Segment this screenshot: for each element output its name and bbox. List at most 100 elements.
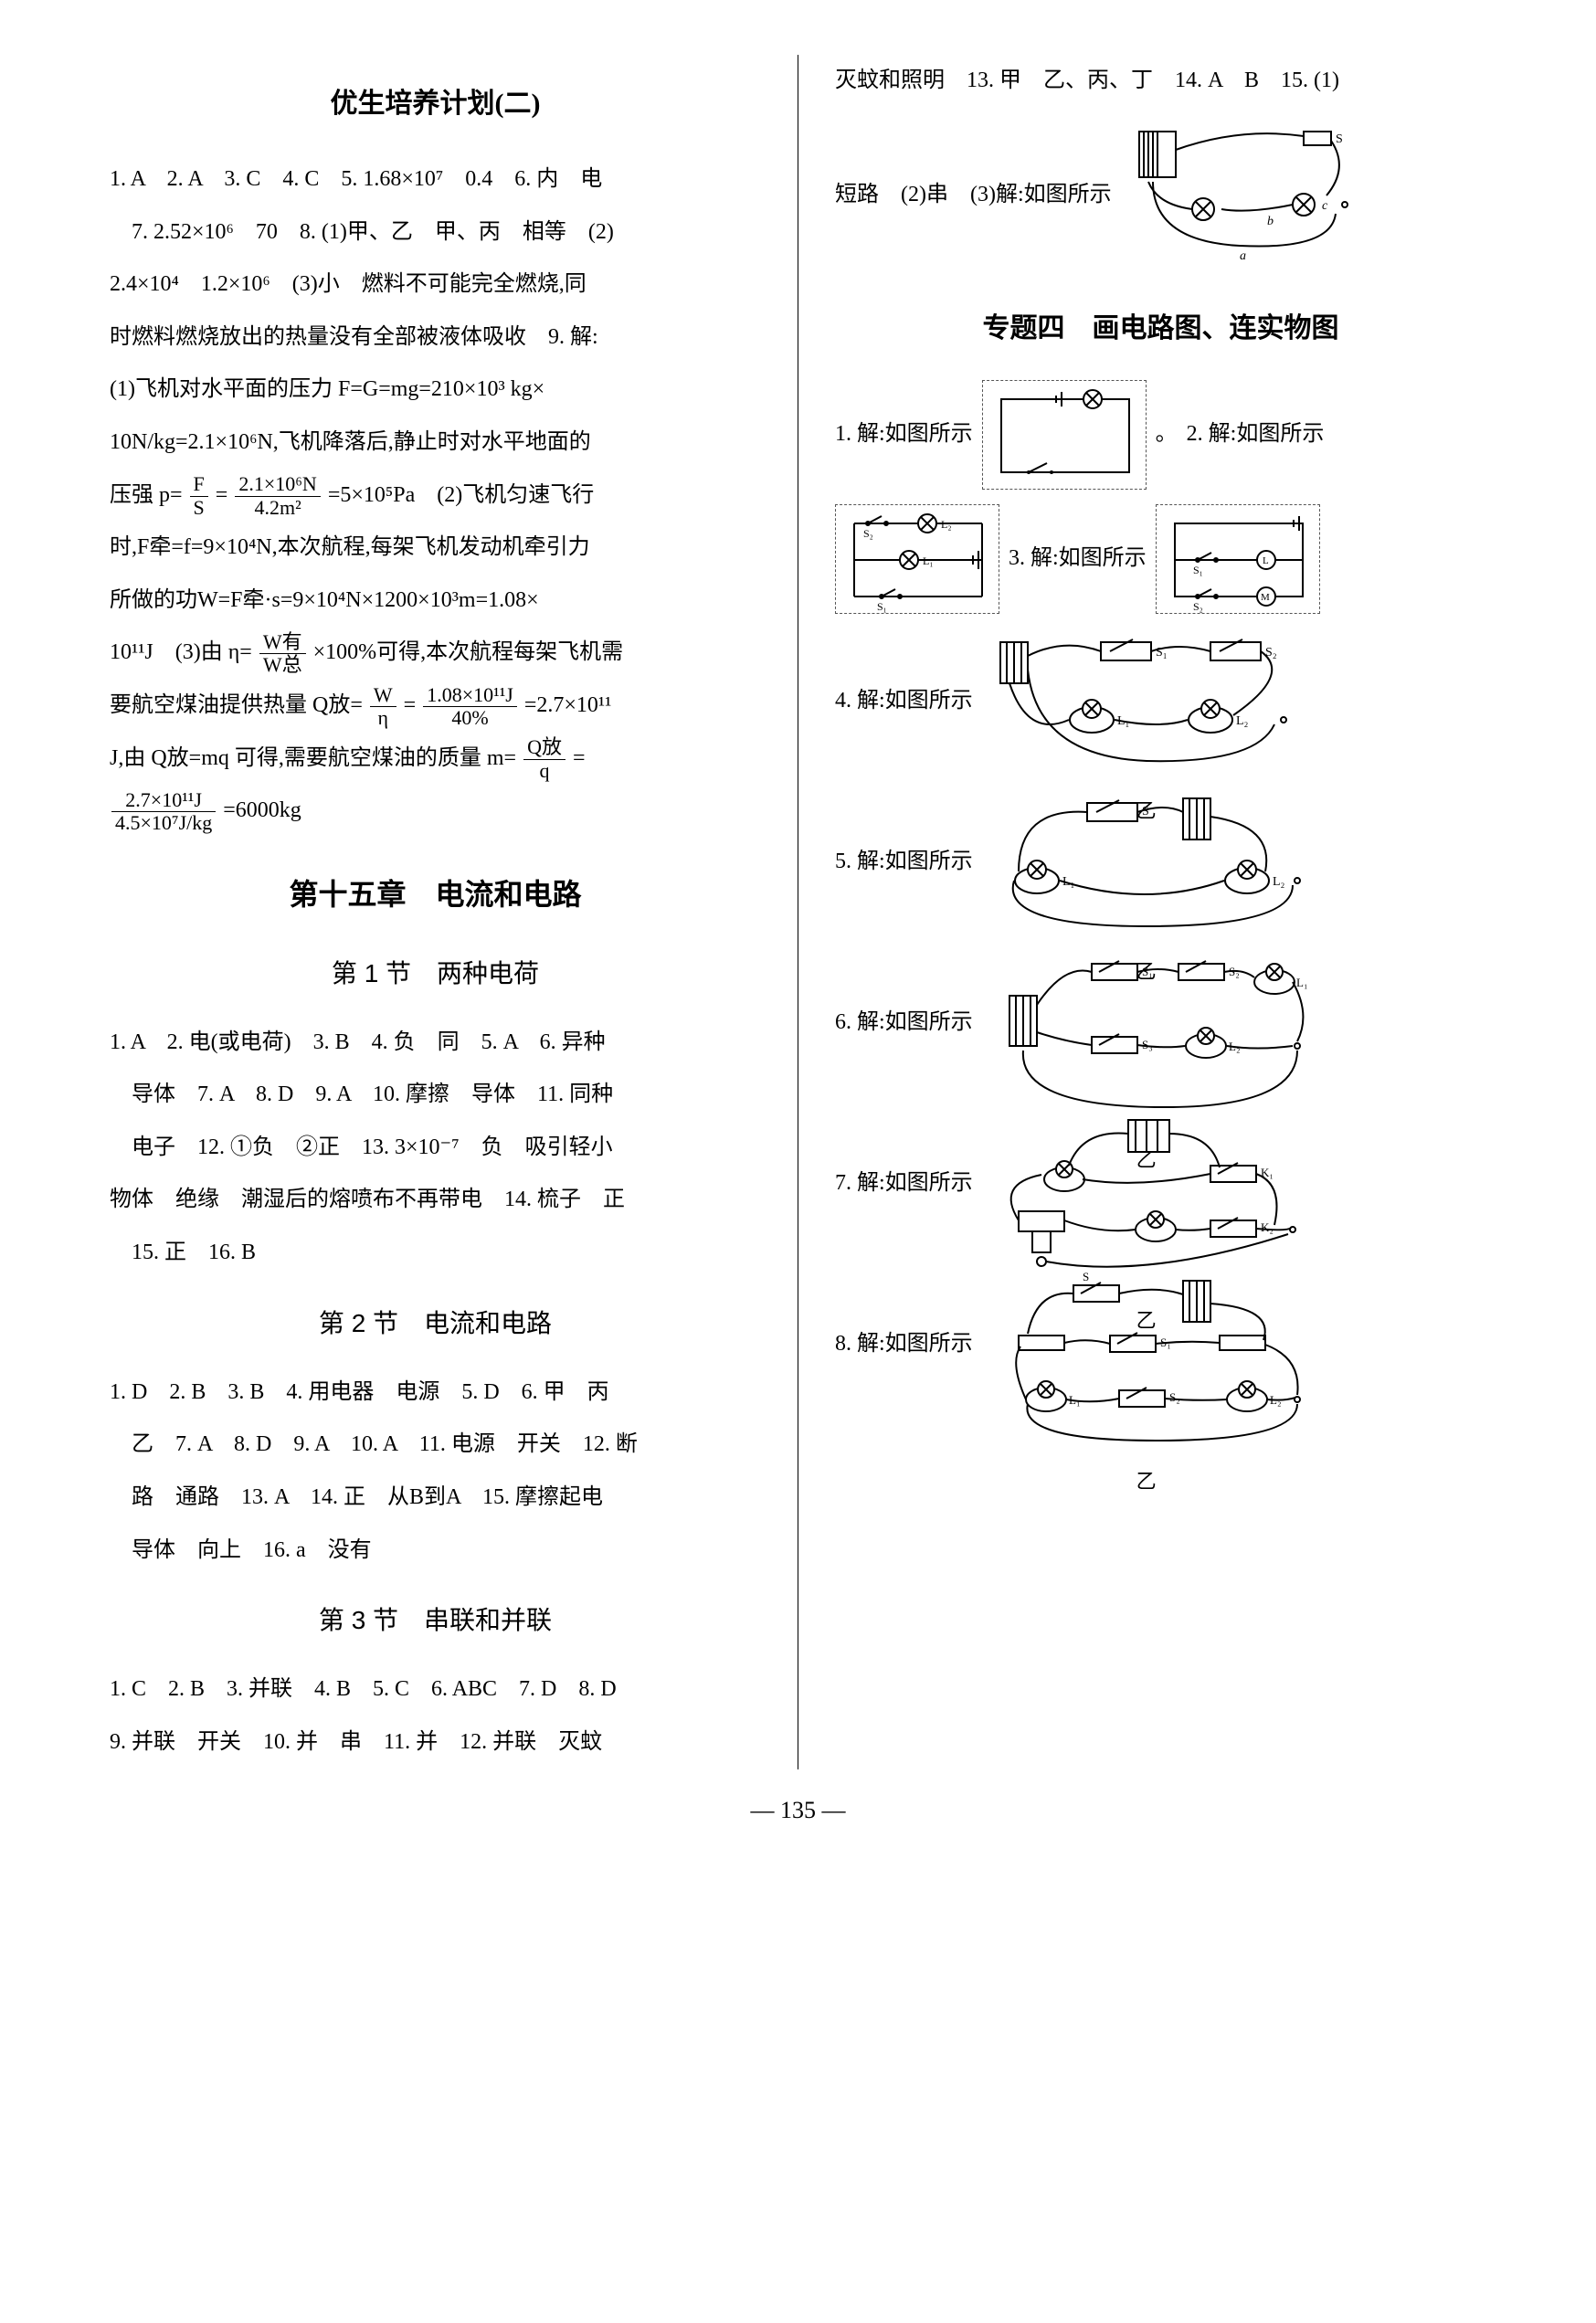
svg-text:S₁: S₁	[1142, 965, 1153, 978]
final-line: 2.7×10¹¹J 4.5×10⁷J/kg =6000kg	[110, 785, 761, 838]
wiring-svg-icon: K₁ K₂	[982, 1111, 1311, 1293]
text-prefix: 压强 p=	[110, 483, 183, 507]
page-number-value: 135	[780, 1797, 816, 1823]
circuit-pic-15: S c b a	[1121, 122, 1358, 269]
frac-num: F	[190, 473, 208, 496]
sec1-line: 导体 7. A 8. D 9. A 10. 摩擦 导体 11. 同种	[110, 1069, 761, 1122]
fraction: 1.08×10¹¹J 40%	[423, 684, 517, 729]
fig-row-2-3: S₂ L₂ L₁ S₁ 3. 解:如图所示	[835, 504, 1486, 614]
svg-text:S₁: S₁	[877, 600, 887, 613]
svg-text:L₂: L₂	[941, 518, 952, 531]
text-prefix: 10¹¹J (3)由 η=	[110, 640, 252, 664]
plan-line: (1)飞机对水平面的压力 F=G=mg=210×10³ kg×	[110, 364, 761, 417]
text-suffix: ×100%可得,本次航程每架飞机需	[313, 640, 624, 664]
svg-text:S₁: S₁	[1193, 564, 1203, 576]
schematic-svg-icon	[983, 381, 1147, 491]
svg-text:L: L	[1263, 555, 1269, 566]
chapter-title: 第十五章 电流和电路	[110, 860, 761, 930]
page-number: — 135 —	[110, 1797, 1486, 1824]
svg-text:S: S	[1142, 805, 1149, 818]
wiring-svg-icon: S₁ S₂ L₁ S₃ L₂	[982, 950, 1311, 1133]
svg-text:b: b	[1267, 215, 1274, 228]
sec2-line: 导体 向上 16. a 没有	[110, 1525, 761, 1578]
wiring-svg-icon: S L₁ L₂	[982, 789, 1311, 945]
plan-line: 2.4×10⁴ 1.2×10⁶ (3)小 燃料不可能完全燃烧,同	[110, 259, 761, 311]
frac-den: 4.2m²	[235, 497, 320, 519]
ans5-label: 5. 解:如图所示	[835, 836, 973, 889]
sec2-line: 1. D 2. B 3. B 4. 用电器 电源 5. D 6. 甲 丙	[110, 1367, 761, 1420]
svg-text:a: a	[1240, 249, 1246, 263]
sec1-line: 物体 绝缘 潮湿后的熔喷布不再带电 14. 梳子 正	[110, 1174, 761, 1227]
ans8-label: 8. 解:如图所示	[835, 1318, 973, 1371]
wiring-svg-icon: S S₁ L₁ S₂ L₂	[982, 1272, 1311, 1454]
wiring-svg-icon: S₁ S₂ L₁ L₂	[982, 628, 1311, 784]
frac-num: 2.1×10⁶N	[235, 473, 320, 496]
q-line: 要航空煤油提供热量 Q放= W η = 1.08×10¹¹J 40% =2.7×…	[110, 680, 761, 733]
m-line: J,由 Q放=mq 可得,需要航空煤油的质量 m= Q放 q =	[110, 733, 761, 786]
frac-num: 1.08×10¹¹J	[423, 684, 517, 707]
short-line-label: 短路 (2)串 (3)解:如图所示	[835, 169, 1112, 222]
sec2-line: 乙 7. A 8. D 9. A 10. A 11. 电源 开关 12. 断	[110, 1419, 761, 1472]
sec3-line: 9. 并联 开关 10. 并 串 11. 并 12. 并联 灭蚊	[110, 1716, 761, 1769]
text-suffix: =2.7×10¹¹	[524, 693, 611, 717]
ans6-label: 6. 解:如图所示	[835, 997, 973, 1050]
section-1-title: 第 1 节 两种电荷	[110, 943, 761, 1004]
page-columns: 优生培养计划(二) 1. A 2. A 3. C 4. C 5. 1.68×10…	[110, 55, 1486, 1769]
svg-text:S₂: S₂	[1169, 1390, 1180, 1404]
fraction: W有 W总	[259, 631, 306, 676]
text-suffix: =6000kg	[223, 798, 301, 822]
frac-den: η	[370, 707, 396, 729]
fig-row-1-2: 1. 解:如图所示 。 2. 解:如图所示	[835, 380, 1486, 490]
frac-den: W总	[259, 654, 306, 676]
circuit-box-2: S₂ L₂ L₁ S₁	[835, 504, 999, 614]
svg-text:S: S	[1083, 1272, 1089, 1283]
left-column: 优生培养计划(二) 1. A 2. A 3. C 4. C 5. 1.68×10…	[110, 55, 761, 1769]
svg-text:L₂: L₂	[1273, 875, 1285, 889]
eq: =	[404, 693, 417, 717]
sec1-line: 电子 12. ①负 ②正 13. 3×10⁻⁷ 负 吸引轻小	[110, 1122, 761, 1175]
text-suffix: =5×10⁵Pa (2)飞机匀速飞行	[328, 483, 594, 507]
frac-den: 40%	[423, 707, 517, 729]
sec3-line: 1. C 2. B 3. 并联 4. B 5. C 6. ABC 7. D 8.…	[110, 1663, 761, 1716]
fig-row-8: 8. 解:如图所示 S S₁ L₁ S₂ L₂	[835, 1272, 1486, 1418]
svg-text:S: S	[1336, 132, 1343, 146]
fraction: Q放 q	[523, 736, 565, 781]
svg-text:K₂: K₂	[1261, 1220, 1274, 1234]
eq: =	[573, 746, 586, 770]
ans2-label: 2. 解:如图所示	[1187, 408, 1325, 461]
circuit-pic-7: K₁ K₂ 乙	[982, 1111, 1311, 1257]
svg-text:c: c	[1322, 199, 1328, 213]
sec1-line: 1. A 2. 电(或电荷) 3. B 4. 负 同 5. A 6. 异种	[110, 1017, 761, 1070]
frac-den: S	[190, 497, 208, 519]
right-head-line: 灭蚊和照明 13. 甲 乙、丙、丁 14. A B 15. (1)	[835, 55, 1486, 108]
section-2-title: 第 2 节 电流和电路	[110, 1293, 761, 1354]
fig-row-15: 短路 (2)串 (3)解:如图所示 S c	[835, 122, 1486, 269]
ans1-label: 1. 解:如图所示	[835, 408, 973, 461]
ans3-label: 3. 解:如图所示	[1009, 533, 1147, 586]
frac-num: W有	[259, 631, 306, 654]
caption-yi: 乙	[982, 1458, 1311, 1506]
svg-text:M: M	[1261, 592, 1270, 603]
svg-text:L₁: L₁	[1296, 976, 1307, 989]
topic-4-title: 专题四 画电路图、连实物图	[835, 296, 1486, 362]
svg-text:S₂: S₂	[863, 527, 873, 540]
circuit-svg-icon: S c b a	[1121, 122, 1358, 269]
text-prefix: J,由 Q放=mq 可得,需要航空煤油的质量 m=	[110, 746, 516, 770]
section-3-title: 第 3 节 串联和并联	[110, 1589, 761, 1651]
schematic-svg-icon: S₁ L S₂ M	[1157, 505, 1321, 615]
circuit-pic-8: S S₁ L₁ S₂ L₂	[982, 1272, 1311, 1418]
ans7-label: 7. 解:如图所示	[835, 1157, 973, 1210]
fig-row-7: 7. 解:如图所示 K₁ K₂	[835, 1111, 1486, 1257]
circuit-pic-5: S L₁ L₂ 乙	[982, 789, 1311, 935]
pressure-line: 压强 p= F S = 2.1×10⁶N 4.2m² =5×10⁵Pa (2)飞…	[110, 470, 761, 523]
frac-num: W	[370, 684, 396, 707]
fig-row-6: 6. 解:如图所示 S₁ S₂ L₁ S₃ L₂	[835, 950, 1486, 1096]
eta-line: 10¹¹J (3)由 η= W有 W总 ×100%可得,本次航程每架飞机需	[110, 627, 761, 680]
svg-text:S₃: S₃	[1142, 1038, 1153, 1051]
frac-den: q	[523, 760, 565, 782]
frac-num: 2.7×10¹¹J	[111, 789, 216, 812]
spacer: 。	[1156, 408, 1178, 461]
ans4-label: 4. 解:如图所示	[835, 675, 973, 728]
right-column: 灭蚊和照明 13. 甲 乙、丙、丁 14. A B 15. (1) 短路 (2)…	[835, 55, 1486, 1769]
svg-text:S₂: S₂	[1193, 600, 1203, 613]
